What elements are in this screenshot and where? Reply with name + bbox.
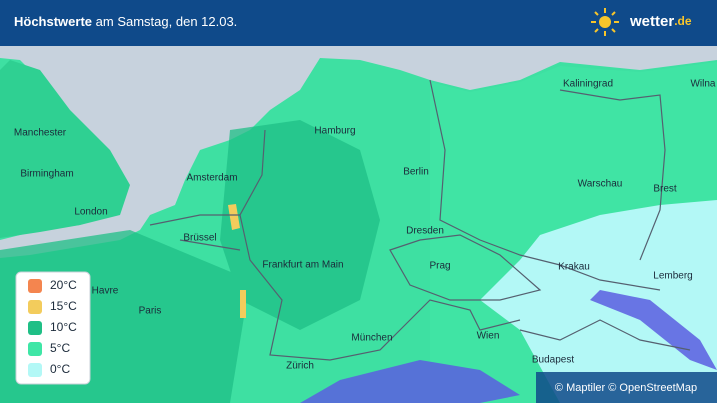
city-label: Birmingham — [20, 169, 73, 180]
border — [429, 79, 661, 291]
legend-label: 15°C — [50, 299, 77, 313]
title-rest: am Samstag, den 12.03. — [96, 14, 238, 29]
city-label: Hamburg — [314, 126, 355, 137]
legend-swatch — [28, 300, 42, 314]
city-label: Dresden — [406, 226, 444, 237]
city-label: Budapest — [532, 355, 574, 366]
legend-swatch — [28, 363, 42, 377]
city-labels: Manchester Birmingham London Amsterdam H… — [14, 79, 716, 372]
city-label: Prag — [429, 261, 450, 272]
city-label: Wien — [477, 331, 500, 342]
city-label: Brest — [653, 184, 677, 195]
attribution-box — [536, 372, 717, 403]
legend: 20°C 15°C 10°C 5°C 0°C — [28, 278, 77, 377]
logo-main: wetter — [629, 13, 674, 30]
city-label: Brüssel — [183, 233, 216, 244]
legend-label: 5°C — [50, 341, 70, 355]
border — [519, 319, 691, 351]
city-label: Krakau — [558, 262, 590, 273]
title-bold: Höchstwerte — [14, 14, 92, 29]
attribution: © Maptiler © OpenStreetMap — [555, 382, 697, 394]
border — [389, 234, 542, 301]
snow-zone — [300, 290, 717, 403]
header-bar — [0, 0, 717, 46]
city-label: Wilna — [690, 79, 715, 90]
legend-label: 10°C — [50, 320, 77, 334]
logo-suffix: .de — [674, 14, 692, 28]
logo[interactable]: wetter.de — [591, 8, 692, 36]
great-britain — [0, 60, 130, 238]
city-label: Paris — [139, 306, 162, 317]
legend-label: 20°C — [50, 278, 77, 292]
city-label: Zürich — [286, 361, 314, 372]
city-label: München — [351, 333, 392, 344]
city-label: Warschau — [578, 179, 623, 190]
city-label: Frankfurt am Main — [262, 260, 343, 271]
city-label: Amsterdam — [186, 173, 237, 184]
legend-swatch — [28, 342, 42, 356]
legend-label: 0°C — [50, 362, 70, 376]
city-label: Berlin — [403, 167, 429, 178]
sea — [0, 46, 717, 258]
logo-text: wetter.de — [629, 13, 692, 30]
legend-swatch — [28, 321, 42, 335]
city-label: Manchester — [14, 128, 67, 139]
city-label: London — [74, 207, 107, 218]
header-title: Höchstwerte am Samstag, den 12.03. — [14, 14, 237, 29]
border — [559, 89, 666, 261]
legend-swatch — [28, 279, 42, 293]
city-label: Lemberg — [653, 271, 692, 282]
warm-zone — [0, 120, 380, 403]
city-label: Havre — [92, 286, 119, 297]
sun — [599, 16, 611, 28]
border — [149, 214, 241, 251]
city-label: Kaliningrad — [563, 79, 613, 90]
sun-rays — [591, 8, 619, 36]
borders — [149, 79, 691, 361]
